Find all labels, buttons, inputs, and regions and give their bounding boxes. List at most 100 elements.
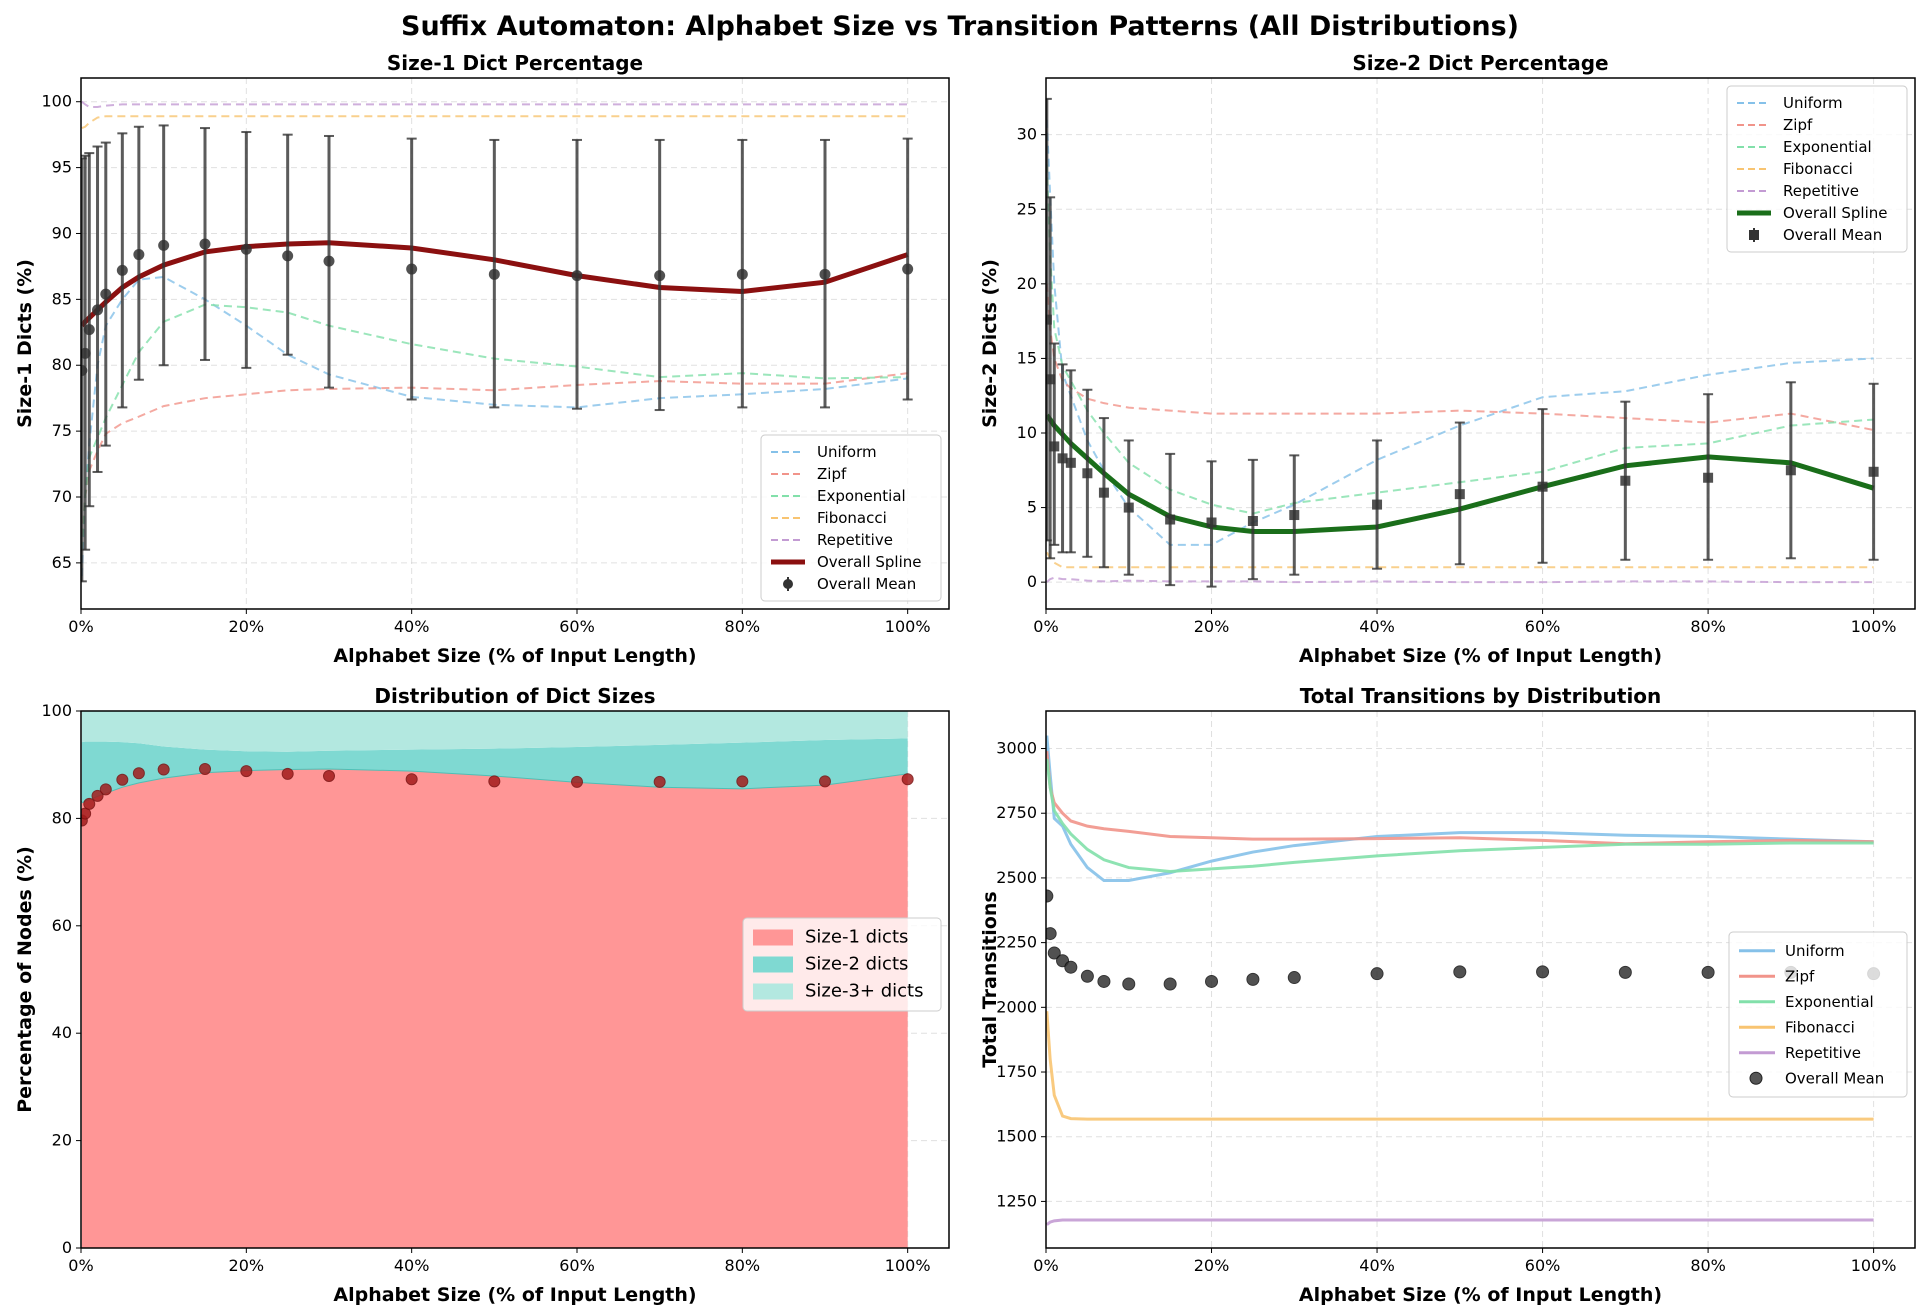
y-tick-label: 20 — [52, 1131, 72, 1150]
mean-point — [157, 763, 170, 776]
plot-area — [1046, 97, 1879, 588]
legend-label: Overall Mean — [817, 575, 916, 593]
x-tick-label: 0% — [1033, 617, 1058, 636]
mean-marker — [100, 288, 112, 300]
mean-point — [1370, 967, 1384, 981]
mean-point — [99, 783, 112, 796]
mean-marker — [323, 255, 335, 267]
y-tick-label: 40 — [52, 1023, 72, 1042]
mean-point — [1163, 977, 1177, 991]
x-axis-label: Alphabet Size (% of Input Length) — [1299, 1284, 1662, 1306]
x-tick-label: 80% — [725, 617, 761, 636]
mean-point — [1122, 977, 1136, 991]
mean-point — [281, 767, 294, 780]
y-tick-label: 2000 — [996, 997, 1037, 1016]
x-tick-label: 60% — [559, 1256, 595, 1275]
legend: Uniform Zipf Exponential Fibonacci Repetitiv… — [760, 434, 942, 602]
legend-label: Size-1 dicts — [805, 927, 908, 948]
legend: Uniform Zipf Exponential Fibonacci Repetitiv… — [1726, 85, 1908, 253]
y-tick-label: 80 — [52, 355, 72, 374]
legend-label: Fibonacci — [1783, 160, 1853, 178]
mean-marker — [1454, 489, 1465, 500]
legend-label: Fibonacci — [817, 509, 887, 527]
y-tick-label: 75 — [52, 421, 72, 440]
mean-marker — [1123, 502, 1134, 513]
legend-label: Zipf — [1783, 116, 1813, 134]
legend-label: Overall Spline — [817, 553, 922, 571]
legend-label: Fibonacci — [1785, 1018, 1855, 1036]
legend-label: Repetitive — [1783, 182, 1859, 200]
mean-marker — [1537, 481, 1548, 492]
mean-point — [1246, 972, 1260, 986]
mean-marker — [488, 268, 500, 280]
mean-marker — [1057, 453, 1068, 464]
panel-title: Total Transitions by Distribution — [1300, 684, 1662, 708]
series-fibonacci — [1046, 1011, 1874, 1121]
mean-point — [1618, 965, 1632, 979]
mean-point — [1287, 971, 1301, 985]
legend-label: Exponential — [1783, 138, 1872, 156]
x-tick-label: 60% — [559, 617, 595, 636]
area-size-3-dicts — [81, 711, 908, 752]
mean-point — [405, 773, 418, 786]
mean-marker — [736, 268, 748, 280]
y-tick-label: 0 — [62, 1238, 72, 1257]
y-tick-label: 20 — [1017, 274, 1037, 293]
series-repetitive — [1046, 1218, 1874, 1226]
y-tick-label: 1250 — [996, 1191, 1037, 1210]
panel-title: Size-1 Dict Percentage — [387, 51, 643, 75]
x-axis-label: Alphabet Size (% of Input Length) — [333, 1284, 696, 1306]
mean-point — [488, 775, 501, 788]
legend-label: Uniform — [1785, 942, 1845, 960]
legend-label: Size-3+ dicts — [805, 981, 923, 1002]
mean-point — [132, 767, 145, 780]
mean-point — [819, 775, 831, 788]
mean-marker — [1372, 499, 1383, 510]
legend: Uniform Zipf Exponential Fibonacci Repetitiv… — [1728, 931, 1908, 1098]
y-tick-label: 0 — [1027, 572, 1037, 591]
series-fibonacci — [81, 115, 908, 129]
panel-total: 0% 20% 40% 60% 80% 100% 1250 1500 1750 2000 2250 25… — [979, 684, 1916, 1306]
mean-marker — [1785, 465, 1796, 476]
mean-marker — [819, 268, 831, 280]
y-tick-label: 1500 — [996, 1127, 1037, 1146]
x-tick-label: 80% — [1690, 1256, 1726, 1275]
y-tick-label: 100 — [41, 701, 72, 720]
mean-marker — [1065, 457, 1076, 468]
mean-point — [1064, 960, 1078, 974]
figure-title: Suffix Automaton: Alphabet Size vs Trans… — [401, 11, 1519, 42]
legend-box — [760, 434, 942, 602]
y-axis-label: Percentage of Nodes (%) — [14, 846, 36, 1113]
x-tick-label: 60% — [1525, 617, 1561, 636]
y-tick-label: 25 — [1017, 199, 1037, 218]
mean-marker — [1206, 517, 1217, 528]
mean-marker — [1247, 515, 1258, 526]
plot-area — [81, 711, 914, 1248]
y-tick-label: 70 — [52, 487, 72, 506]
x-axis-label: Alphabet Size (% of Input Length) — [1299, 645, 1662, 667]
mean-point — [1536, 965, 1550, 979]
legend: Size-1 dicts Size-2 dicts Size-3+ dicts — [742, 917, 942, 1012]
mean-marker — [240, 243, 252, 255]
y-tick-label: 2250 — [996, 933, 1037, 952]
mean-marker — [1049, 441, 1060, 452]
series-zipf — [1046, 750, 1874, 846]
x-tick-label: 60% — [1525, 1256, 1561, 1275]
legend-box — [1728, 931, 1908, 1098]
area-size-1-dicts — [81, 768, 908, 1248]
y-tick-label: 3000 — [996, 739, 1037, 758]
mean-point — [1080, 969, 1094, 983]
mean-point — [83, 797, 96, 810]
legend-box — [1726, 85, 1908, 253]
legend-marker — [1749, 230, 1759, 240]
mean-point — [1701, 965, 1715, 979]
x-tick-label: 100% — [885, 1256, 931, 1275]
legend-swatch — [753, 983, 793, 1000]
mean-marker — [1082, 468, 1093, 479]
x-tick-label: 40% — [394, 617, 430, 636]
panel-title: Distribution of Dict Sizes — [374, 684, 655, 708]
panel-title: Size-2 Dict Percentage — [1352, 51, 1608, 75]
legend-marker — [1749, 1071, 1763, 1085]
mean-marker — [199, 238, 211, 250]
area-size-2-dicts — [81, 738, 908, 803]
